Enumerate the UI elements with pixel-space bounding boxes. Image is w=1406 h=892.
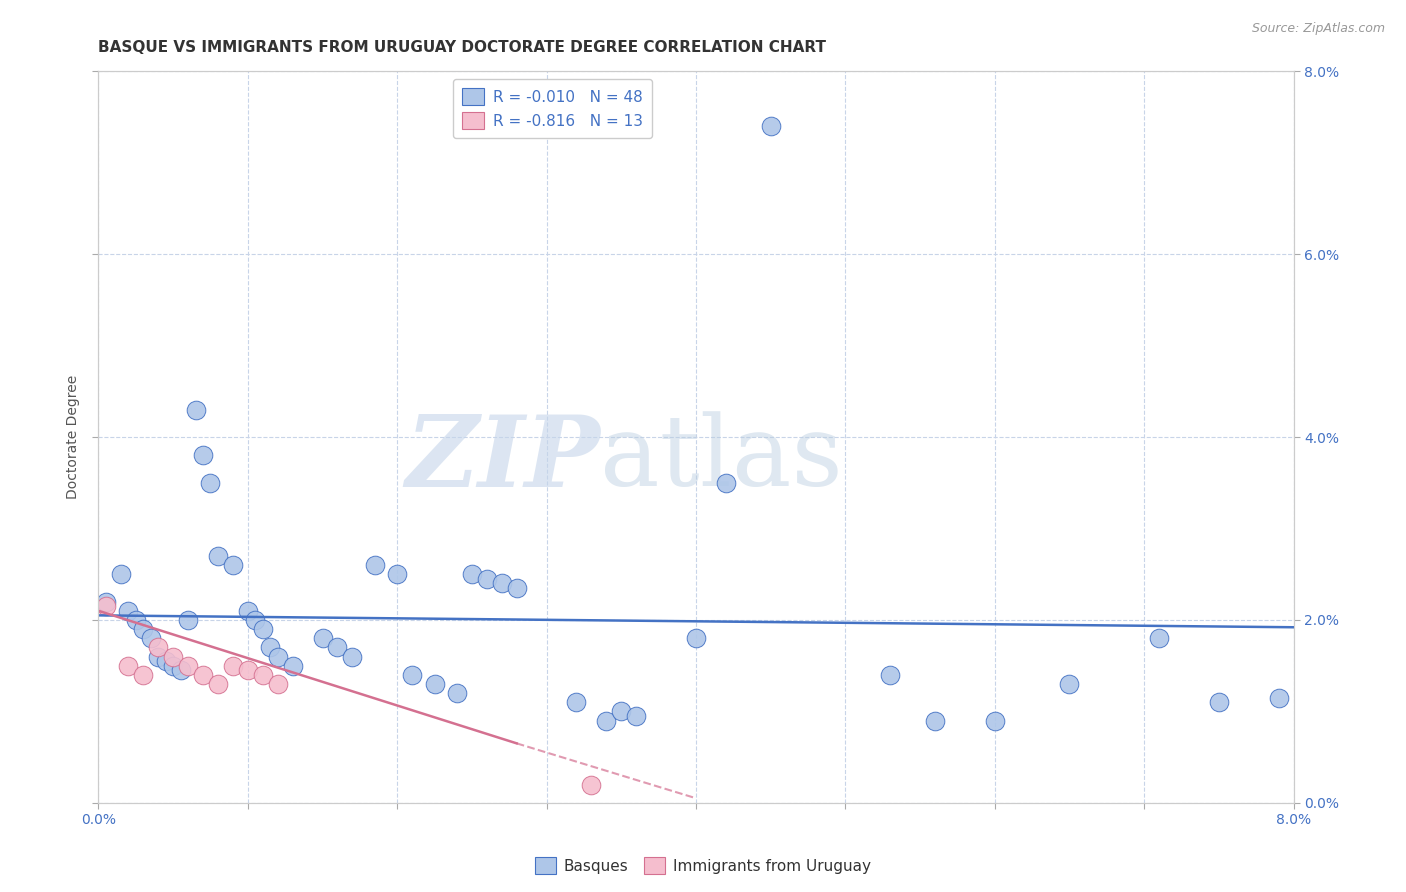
Text: ZIP: ZIP (405, 411, 600, 508)
Point (117, 658, 139, 673)
Point (685, 632, 707, 646)
Point (581, 778, 603, 792)
Point (924, 714, 946, 728)
Point (281, 658, 304, 673)
Point (125, 613, 148, 627)
Point (326, 640, 349, 655)
Point (491, 576, 513, 591)
Point (385, 567, 409, 582)
Point (169, 663, 191, 677)
Point (475, 572, 498, 586)
Point (626, 709, 648, 723)
Point (148, 649, 170, 664)
Point (595, 714, 617, 728)
Point (177, 658, 200, 673)
Point (461, 567, 484, 582)
Point (94, 594, 117, 608)
Point (132, 622, 155, 636)
Point (423, 677, 446, 691)
Point (401, 667, 423, 681)
Point (984, 714, 1007, 728)
Text: Source: ZipAtlas.com: Source: ZipAtlas.com (1251, 22, 1385, 36)
Point (177, 613, 200, 627)
Point (610, 705, 633, 719)
Point (236, 663, 259, 677)
Point (139, 632, 162, 646)
Point (155, 654, 177, 668)
Legend: R = -0.010   N = 48, R = -0.816   N = 13: R = -0.010 N = 48, R = -0.816 N = 13 (453, 79, 652, 138)
Point (207, 549, 229, 563)
Y-axis label: Doctorate Degree: Doctorate Degree (66, 375, 80, 500)
Point (117, 604, 139, 618)
Point (759, 119, 782, 133)
Point (446, 686, 468, 700)
Point (110, 567, 132, 582)
Point (259, 640, 281, 655)
Point (565, 695, 588, 709)
Point (879, 667, 901, 681)
Point (267, 677, 290, 691)
Point (222, 658, 245, 673)
Point (191, 667, 214, 681)
Point (342, 649, 364, 664)
Legend: Basques, Immigrants from Uruguay: Basques, Immigrants from Uruguay (529, 851, 877, 880)
Point (162, 649, 184, 664)
Point (148, 640, 170, 655)
Point (714, 475, 737, 490)
Point (207, 677, 229, 691)
Point (1208, 695, 1230, 709)
Point (252, 622, 274, 636)
Point (1267, 690, 1289, 705)
Text: BASQUE VS IMMIGRANTS FROM URUGUAY DOCTORATE DEGREE CORRELATION CHART: BASQUE VS IMMIGRANTS FROM URUGUAY DOCTOR… (98, 40, 827, 55)
Point (252, 667, 274, 681)
Point (184, 402, 207, 417)
Point (191, 448, 214, 462)
Point (132, 667, 155, 681)
Point (1059, 677, 1081, 691)
Point (200, 475, 222, 490)
Point (506, 581, 529, 595)
Point (364, 558, 387, 573)
Point (162, 658, 184, 673)
Point (1147, 632, 1170, 646)
Point (311, 632, 333, 646)
Text: atlas: atlas (600, 411, 844, 507)
Point (222, 558, 245, 573)
Point (245, 613, 267, 627)
Point (236, 604, 259, 618)
Point (94, 599, 117, 614)
Point (267, 649, 290, 664)
